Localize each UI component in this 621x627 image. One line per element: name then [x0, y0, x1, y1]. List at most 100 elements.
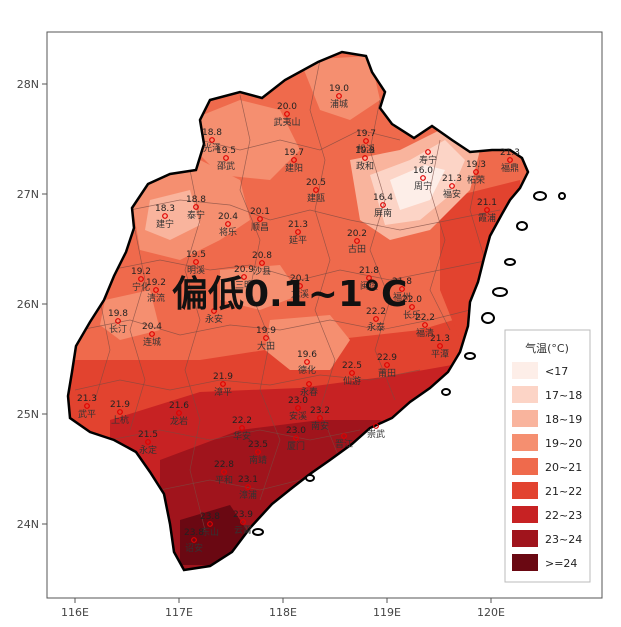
legend-label: 18~19	[545, 413, 582, 426]
station-marker	[257, 216, 263, 222]
y-tick-labels: 28N 27N 26N 25N 24N	[17, 78, 39, 531]
station-marker	[363, 138, 369, 144]
station-marker	[117, 409, 123, 415]
station-marker	[507, 157, 513, 163]
station-value: 20.4	[218, 212, 238, 222]
y-tick-label: 25N	[17, 408, 39, 421]
station-marker	[473, 169, 479, 175]
legend-swatch	[512, 554, 538, 571]
station-name: 政和	[356, 160, 374, 172]
station-marker	[366, 275, 372, 281]
station-value: 16.0	[413, 166, 433, 176]
station-name: 长汀	[109, 323, 127, 335]
station-marker	[295, 405, 301, 411]
station-name: 沙县	[253, 266, 271, 277]
station-value: 23.9	[233, 510, 253, 520]
y-tick-label: 24N	[17, 518, 39, 531]
station-marker	[239, 425, 245, 431]
station-marker	[373, 316, 379, 322]
coastal-islands	[252, 191, 566, 536]
station-marker	[191, 537, 197, 543]
station-marker	[193, 204, 199, 210]
station-marker	[220, 381, 226, 387]
station-marker	[409, 304, 415, 310]
station-name: 周宁	[414, 180, 432, 192]
station-name: 大田	[257, 340, 275, 352]
station-marker	[306, 381, 312, 387]
station-marker	[380, 202, 386, 208]
legend-label: 21~22	[545, 485, 582, 498]
station-name: 平潭	[431, 349, 449, 360]
station-value: 22.0	[402, 295, 422, 305]
station-marker	[149, 331, 155, 337]
station-marker	[211, 308, 217, 314]
station-name: 寿宁	[419, 154, 437, 166]
station-value: 21.8	[359, 266, 379, 276]
station-marker	[84, 403, 90, 409]
station-name: 厦门	[287, 440, 305, 452]
station-name: 霞浦	[478, 212, 496, 224]
station-marker	[341, 433, 347, 439]
station-marker	[115, 318, 121, 324]
station-marker	[221, 469, 227, 475]
station-marker	[223, 155, 229, 161]
station-value: 21.3	[500, 148, 520, 158]
anomaly-headline: 偏低0.1~1°C	[172, 274, 407, 315]
station-name: 顺昌	[251, 222, 269, 233]
station-name: 福清	[416, 327, 434, 339]
station-value: 21.3	[77, 394, 97, 404]
station-marker	[245, 484, 251, 490]
station-marker	[373, 423, 379, 429]
station-name: 永春	[300, 386, 318, 398]
station-value: 19.9	[256, 326, 276, 336]
x-tick-label: 116E	[61, 606, 89, 619]
legend-swatch	[512, 530, 538, 547]
station-value: 21.9	[110, 400, 130, 410]
station-marker	[153, 287, 159, 293]
station-name: 将乐	[219, 226, 237, 238]
station-marker	[291, 157, 297, 163]
station-value: 22.8	[214, 460, 234, 470]
station-value: 18.8	[202, 128, 222, 138]
legend-swatch	[512, 410, 538, 427]
station-marker	[317, 415, 323, 421]
station-name: 三明	[235, 280, 253, 291]
station-value: 22.9	[377, 353, 397, 363]
station-value: 20.2	[347, 229, 367, 239]
legend-swatch	[512, 362, 538, 379]
station-value: 20.1	[290, 274, 310, 284]
station-value: 19.2	[131, 267, 151, 277]
station-value: 19.3	[466, 160, 486, 170]
station-value: 20.1	[250, 207, 270, 217]
station-value: 21.1	[477, 198, 497, 208]
station-value: 23.5	[248, 440, 268, 450]
station-name: 连城	[143, 336, 161, 348]
station-value: 18.8	[186, 195, 206, 205]
station-name: 浦城	[330, 98, 348, 110]
station-marker	[313, 187, 319, 193]
station-value: 20.5	[306, 178, 326, 188]
station-name: 福安	[443, 188, 461, 200]
x-tick-label: 118E	[269, 606, 297, 619]
station-marker	[420, 175, 426, 181]
station-name: 柘荣	[467, 174, 485, 186]
legend-swatch	[512, 506, 538, 523]
station-value: 20.0	[277, 102, 297, 112]
station-value: 19.3	[355, 146, 375, 156]
station-marker	[304, 359, 310, 365]
station-name: 德化	[298, 364, 316, 376]
station-marker	[422, 322, 428, 328]
station-value: 22.2	[415, 313, 435, 323]
station-marker	[209, 137, 215, 143]
station-marker	[336, 93, 342, 99]
station-value: 21.5	[138, 430, 158, 440]
station-marker	[240, 519, 246, 525]
station-name: 建瓯	[307, 192, 325, 204]
station-name: 上杭	[111, 414, 129, 426]
station-value: 19.2	[146, 278, 166, 288]
station-value: 19.8	[108, 309, 128, 319]
station-marker	[284, 111, 290, 117]
legend-swatch	[512, 482, 538, 499]
station-marker	[399, 286, 405, 292]
station-name: 邵武	[217, 160, 235, 172]
